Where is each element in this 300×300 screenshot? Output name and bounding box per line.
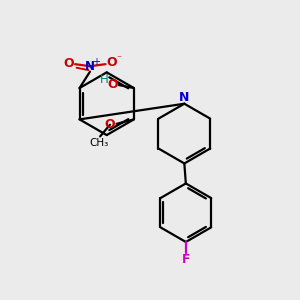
Text: +: + xyxy=(92,57,100,67)
Text: CH₃: CH₃ xyxy=(89,138,108,148)
Text: N: N xyxy=(85,60,95,73)
Text: H: H xyxy=(100,73,108,86)
Text: ⁻: ⁻ xyxy=(116,54,122,64)
Text: N: N xyxy=(179,91,190,103)
Text: O: O xyxy=(105,118,115,131)
Text: O: O xyxy=(107,78,118,91)
Text: O: O xyxy=(63,57,74,70)
Text: O: O xyxy=(107,56,117,69)
Text: F: F xyxy=(182,254,190,266)
